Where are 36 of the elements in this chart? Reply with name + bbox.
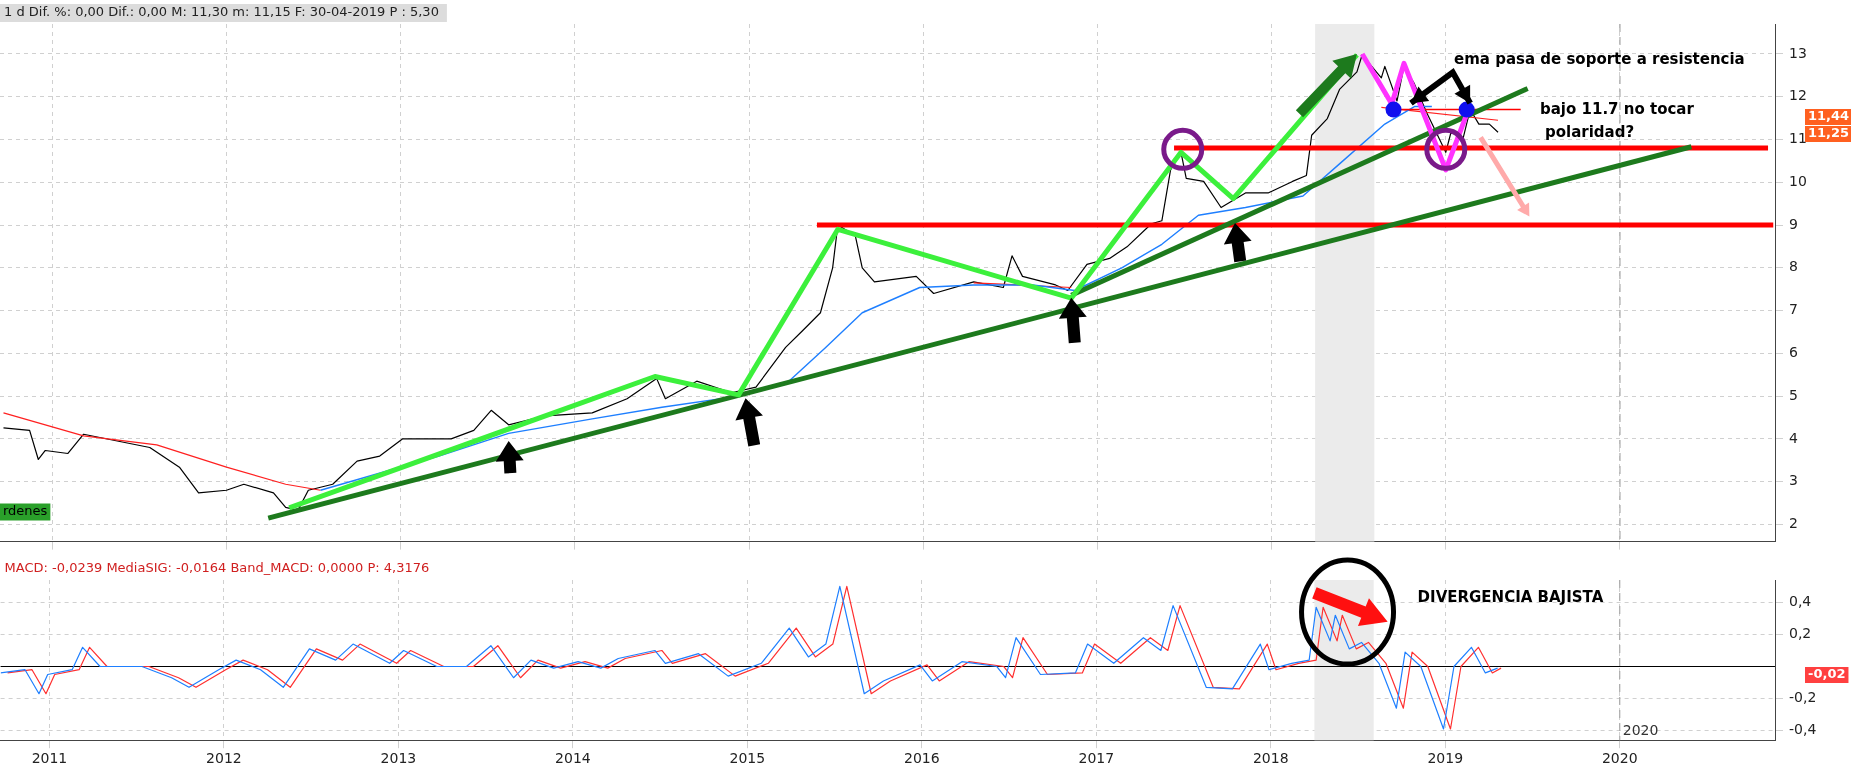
- y-tick-label: -0,2: [1789, 689, 1817, 706]
- y-tick-label: 10: [1789, 172, 1807, 189]
- text: 1 d Dif. %: 0,00 Dif.: 0,00 M: 11,30 m: 11,15 F: 30-04-2019 P : 5,30: [4, 4, 439, 20]
- y-tick-label: 5: [1789, 386, 1798, 403]
- y-tick-label: -0,4: [1789, 721, 1817, 738]
- x-tick-label: 2014: [555, 750, 591, 767]
- text: 11,25: [1808, 125, 1850, 141]
- x-tick-label: 2012: [206, 750, 242, 767]
- y-tick-label: 3: [1789, 472, 1798, 489]
- y-tick-label: 2: [1789, 515, 1798, 532]
- y-tick-label: 13: [1789, 44, 1807, 61]
- annotation: polaridad?: [1545, 122, 1635, 141]
- y-tick-label: 12: [1789, 87, 1807, 104]
- text: -0,02: [1808, 666, 1846, 682]
- ref-line-label: 2020: [1622, 721, 1659, 738]
- x-tick-label: 2018: [1252, 750, 1289, 767]
- x-tick-label: 2020: [1601, 750, 1638, 767]
- x-tick-label: 2017: [1078, 750, 1115, 767]
- text: 11,44: [1808, 108, 1850, 124]
- annotation: DIVERGENCIA BAJISTA: [1417, 587, 1604, 606]
- annotation: ema pasa de soporte a resistencia: [1454, 49, 1745, 68]
- x-tick-label: 2015: [729, 750, 766, 767]
- x-tick-label: 2019: [1427, 750, 1464, 767]
- y-tick-label: 7: [1789, 301, 1798, 318]
- y-tick-label: 9: [1789, 215, 1798, 232]
- y-tick-label: 6: [1789, 344, 1798, 361]
- text: MACD: -0,0239 MediaSIG: -0,0164 Band_MACD: 0,0000 P: 4,3176: [4, 560, 430, 576]
- y-tick-label: 0,2: [1789, 625, 1812, 642]
- annotation: bajo 11.7 no tocar: [1540, 99, 1695, 118]
- annotation: rdenes: [3, 502, 48, 518]
- y-tick-label: 8: [1789, 258, 1798, 275]
- y-tick-label: 0,4: [1789, 593, 1812, 610]
- x-tick-label: 2016: [904, 750, 940, 767]
- y-tick-label: 4: [1789, 429, 1798, 446]
- x-tick-label: 2013: [380, 750, 417, 767]
- x-tick-label: 2011: [31, 750, 68, 767]
